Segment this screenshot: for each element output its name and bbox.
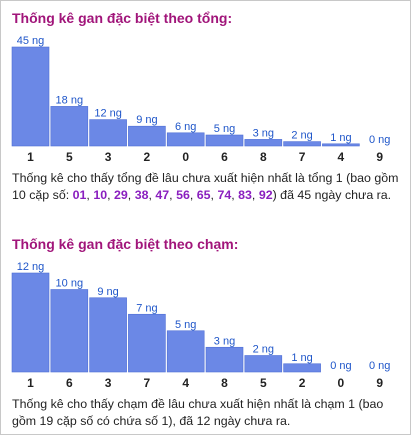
bar-value-label: 10 ng bbox=[56, 278, 84, 290]
bar-value-label: 7 ng bbox=[136, 302, 157, 314]
x-tick-label: 4 bbox=[182, 376, 189, 390]
bar-value-label: 3 ng bbox=[253, 127, 274, 139]
x-tick-label: 6 bbox=[66, 376, 73, 390]
x-tick-label: 8 bbox=[221, 376, 228, 390]
bar-value-label: 3 ng bbox=[214, 335, 235, 347]
bar-value-label: 9 ng bbox=[97, 286, 118, 298]
description-sum-intro: Thống kê cho thấy tổng đề lâu chưa xuất … bbox=[12, 171, 399, 202]
bar-value-label: 1 ng bbox=[330, 132, 351, 144]
bar-value-label: 45 ng bbox=[17, 35, 45, 47]
bar bbox=[244, 139, 283, 147]
pair-number: 10 bbox=[93, 188, 108, 202]
bar-value-label: 2 ng bbox=[291, 130, 312, 142]
pair-number: 38 bbox=[134, 188, 149, 202]
x-tick-label: 7 bbox=[299, 150, 306, 164]
bar bbox=[128, 313, 166, 373]
x-tick-label: 6 bbox=[221, 150, 228, 164]
x-tick-label: 2 bbox=[299, 376, 306, 390]
pair-number: 83 bbox=[238, 188, 252, 202]
bar bbox=[11, 272, 50, 373]
pair-list: 01, 10, 29, 38, 47, 56, 65, 74, 83, 92 bbox=[72, 188, 273, 202]
bar bbox=[205, 346, 244, 373]
x-tick-label: 3 bbox=[105, 376, 112, 390]
pair-number: 92 bbox=[258, 188, 273, 202]
bar-value-label: 12 ng bbox=[94, 108, 122, 120]
pair-number: 29 bbox=[114, 188, 128, 202]
x-tick-label: 0 bbox=[182, 150, 189, 164]
x-tick-label: 1 bbox=[27, 376, 34, 390]
bar-value-label: 9 ng bbox=[136, 114, 157, 126]
bar-value-label: 0 ng bbox=[330, 360, 351, 372]
section-title-touch: Thống kê gan đặc biệt theo chạm: bbox=[12, 236, 239, 252]
x-tick-label: 2 bbox=[144, 150, 151, 164]
bar bbox=[283, 363, 321, 373]
description-sum: Thống kê cho thấy tổng đề lâu chưa xuất … bbox=[12, 170, 404, 204]
description-sum-outro: ) đã 45 ngày chưa ra. bbox=[272, 188, 392, 202]
pair-number: 74 bbox=[217, 188, 232, 202]
bar-value-label: 2 ng bbox=[253, 344, 274, 356]
x-tick-label: 9 bbox=[376, 150, 383, 164]
bar bbox=[50, 289, 89, 373]
x-tick-label: 7 bbox=[144, 376, 151, 390]
bar bbox=[166, 330, 205, 373]
x-tick-label: 8 bbox=[260, 150, 267, 164]
bar bbox=[166, 132, 205, 147]
bar bbox=[128, 125, 166, 147]
bar bbox=[89, 297, 127, 373]
pair-number: 65 bbox=[196, 188, 211, 202]
chart-sum: 45 ng 18 ng 12 ng 9 ng 6 ng 5 ng 3 ng 2 ng 1 ng 0… bbox=[11, 35, 390, 164]
bar-value-label: 1 ng bbox=[291, 352, 312, 364]
bar-value-label: 18 ng bbox=[56, 94, 84, 106]
bar bbox=[11, 46, 50, 147]
bar-value-label: 0 ng bbox=[369, 360, 390, 372]
x-tick-label: 1 bbox=[27, 150, 34, 164]
bar-value-label: 0 ng bbox=[369, 134, 390, 146]
x-tick-label: 4 bbox=[338, 150, 345, 164]
pair-number: 47 bbox=[155, 188, 170, 202]
x-tick-label: 9 bbox=[376, 376, 383, 390]
bar-value-label: 5 ng bbox=[214, 123, 235, 135]
x-tick-label: 0 bbox=[338, 376, 345, 390]
bar bbox=[322, 143, 360, 147]
bar bbox=[50, 106, 89, 147]
bar bbox=[283, 141, 321, 147]
description-touch: Thống kê cho thấy chạm đề lâu chưa xuất … bbox=[12, 397, 384, 428]
pair-number: 01 bbox=[72, 188, 87, 202]
x-tick-label: 3 bbox=[105, 150, 112, 164]
bar-value-label: 5 ng bbox=[175, 319, 196, 331]
bar bbox=[244, 355, 283, 373]
pair-number: 56 bbox=[176, 188, 190, 202]
bar bbox=[89, 119, 127, 147]
x-tick-label: 5 bbox=[260, 376, 267, 390]
x-tick-label: 5 bbox=[66, 150, 73, 164]
bar-value-label: 12 ng bbox=[17, 261, 45, 273]
bar-value-label: 6 ng bbox=[175, 121, 196, 133]
chart-touch: 12 ng 10 ng 9 ng 7 ng 5 ng 3 ng 2 ng 1 ng 0 ng 0 … bbox=[11, 261, 390, 390]
section-title-sum: Thống kê gan đặc biệt theo tổng: bbox=[12, 10, 233, 26]
bar bbox=[205, 134, 244, 147]
